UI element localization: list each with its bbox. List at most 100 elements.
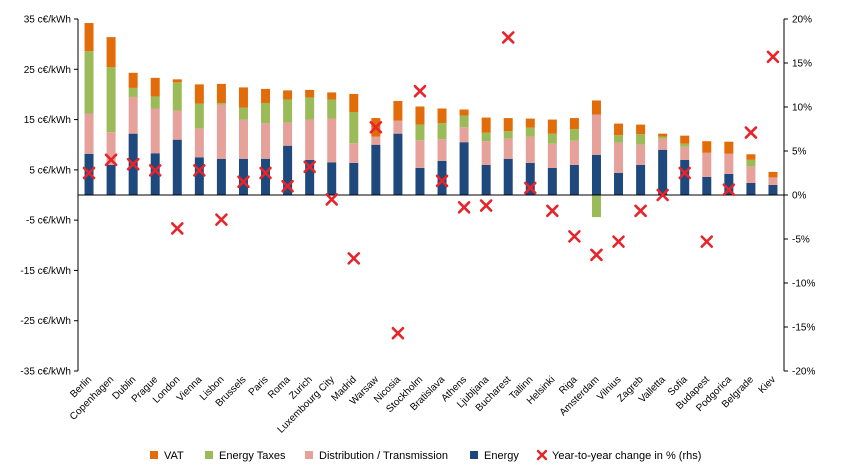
bar-energy-prague: [150, 153, 160, 195]
bar-energy-taxes-bratislava: [437, 123, 447, 140]
marker-kiev: [766, 50, 780, 64]
bar-vat-lisbon: [216, 83, 226, 103]
bar-distribution-transmission-london: [172, 110, 182, 140]
bar-vat-sofia: [680, 135, 690, 144]
bar-distribution-transmission-helsinki: [547, 143, 557, 168]
bar-energy-taxes-lisbon: [216, 102, 226, 105]
marker-vienna: [193, 164, 206, 177]
bar-energy-roma: [283, 145, 293, 195]
bar-vat-roma: [283, 90, 293, 100]
bar-vat-bucharest: [503, 118, 513, 132]
bar-distribution-transmission-copenhagen: [106, 132, 116, 165]
marker-lisbon: [215, 213, 228, 226]
left-tick-label: 15 c€/kWh: [24, 115, 71, 126]
bar-distribution-transmission-vienna: [194, 128, 204, 158]
legend-label: Year-to-year change in % (rhs): [552, 450, 701, 462]
marker-warsaw: [369, 120, 383, 134]
marker-bucharest: [501, 31, 515, 44]
bar-energy-lisbon: [216, 158, 226, 195]
bar-energy-zagreb: [636, 164, 646, 195]
bar-energy-taxes-tallinn: [525, 127, 535, 137]
marker-helsinki: [546, 204, 559, 218]
right-tick-label: 0%: [792, 191, 807, 202]
bar-energy-amsterdam: [591, 154, 601, 195]
bar-energy-taxes-helsinki: [547, 133, 557, 144]
bar-vat-luxembourg-city: [327, 92, 337, 100]
left-tick-label: -5 c€/kWh: [26, 216, 71, 227]
bar-vat-kiev: [768, 171, 778, 178]
bar-vat-madrid: [349, 93, 359, 113]
bar-energy-taxes-madrid: [349, 112, 359, 144]
legend-label: VAT: [164, 450, 184, 462]
right-tick-label: -15%: [792, 323, 815, 334]
left-tick-label: 5 c€/kWh: [29, 165, 71, 176]
bar-energy-sofia: [680, 159, 690, 195]
marker-amsterdam: [590, 248, 603, 262]
bar-vat-athens: [459, 109, 469, 116]
marker-luxembourg-city: [325, 193, 339, 206]
bar-vat-bratislava: [437, 108, 447, 124]
category-labels: BerlinCopenhagenDublinPragueLondonVienna…: [68, 374, 778, 436]
marker-bratislava: [435, 174, 449, 188]
right-tick-label: -10%: [792, 279, 815, 290]
bar-energy-budapest: [702, 176, 712, 195]
bar-vat-vienna: [194, 84, 204, 104]
bar-vat-helsinki: [547, 119, 557, 134]
bar-vat-zagreb: [636, 124, 646, 135]
bar-energy-paris: [261, 158, 271, 195]
bar-vat-valletta: [658, 133, 668, 137]
bar-energy-taxes-amsterdam: [591, 195, 601, 218]
left-axis-ticks: -35 c€/kWh -25 c€/kWh -15 c€/kWh -5 c€/kWh 5…: [20, 15, 78, 378]
bar-energy-taxes-stockholm: [415, 124, 425, 141]
marker-berlin: [82, 166, 96, 180]
bar-energy-belgrade: [746, 182, 756, 195]
marker-zagreb: [634, 204, 647, 218]
bar-vat-amsterdam: [591, 100, 601, 115]
legend-label: Distribution / Transmission: [319, 450, 448, 462]
bar-distribution-transmission-athens: [459, 127, 469, 143]
bar-energy-taxes-riga: [569, 129, 579, 141]
bar-energy-bratislava: [437, 160, 447, 195]
bar-energy-brussels: [238, 158, 248, 195]
legend-item-energy-taxes: Energy Taxes: [205, 450, 286, 462]
bar-energy-taxes-brussels: [238, 107, 248, 120]
bar-distribution-transmission-bratislava: [437, 139, 447, 161]
marker-london: [170, 222, 184, 235]
marker-layer: [82, 31, 780, 340]
legend-item-energy: Energy: [470, 450, 519, 462]
marker-riga: [568, 230, 581, 243]
category-label-kiev: Kiev: [757, 374, 779, 396]
bar-vat-ljubljana: [481, 117, 491, 133]
bar-vat-zurich: [305, 89, 315, 98]
bar-energy-london: [172, 139, 182, 195]
bar-energy-taxes-vienna: [194, 103, 204, 129]
bar-vat-nicosia: [393, 100, 403, 121]
bar-energy-taxes-roma: [283, 99, 293, 123]
bar-layer: [84, 23, 778, 218]
marker-copenhagen: [104, 153, 118, 167]
bar-distribution-transmission-ljubljana: [481, 141, 491, 165]
right-tick-label: -20%: [792, 367, 815, 378]
legend-item-distribution-transmission: Distribution / Transmission: [305, 450, 448, 462]
legend-label: Energy Taxes: [219, 450, 286, 462]
bar-distribution-transmission-prague: [150, 108, 160, 154]
bar-energy-athens: [459, 142, 469, 195]
bar-distribution-transmission-kiev: [768, 177, 778, 185]
bar-distribution-transmission-warsaw: [371, 136, 381, 145]
bar-energy-taxes-dublin: [128, 87, 138, 97]
marker-budapest: [700, 235, 714, 248]
bar-energy-copenhagen: [106, 164, 116, 195]
bar-distribution-transmission-paris: [261, 123, 271, 159]
right-axis-ticks: -20% -15% -10% -5% 0% 5% 10% 15% 20%: [784, 15, 815, 378]
marker-stockholm: [413, 84, 427, 98]
bar-distribution-transmission-valletta: [658, 138, 668, 150]
marker-ljubljana: [479, 199, 493, 212]
bar-vat-dublin: [128, 72, 138, 88]
bar-distribution-transmission-berlin: [84, 113, 94, 154]
legend-label: Energy: [484, 450, 519, 462]
left-tick-label: -15 c€/kWh: [20, 266, 71, 277]
bar-energy-taxes-zagreb: [636, 134, 646, 145]
bar-energy-taxes-paris: [261, 102, 271, 124]
bar-energy-taxes-prague: [150, 96, 160, 109]
legend: VAT Energy Taxes Distribution / Transmissi…: [150, 449, 701, 462]
